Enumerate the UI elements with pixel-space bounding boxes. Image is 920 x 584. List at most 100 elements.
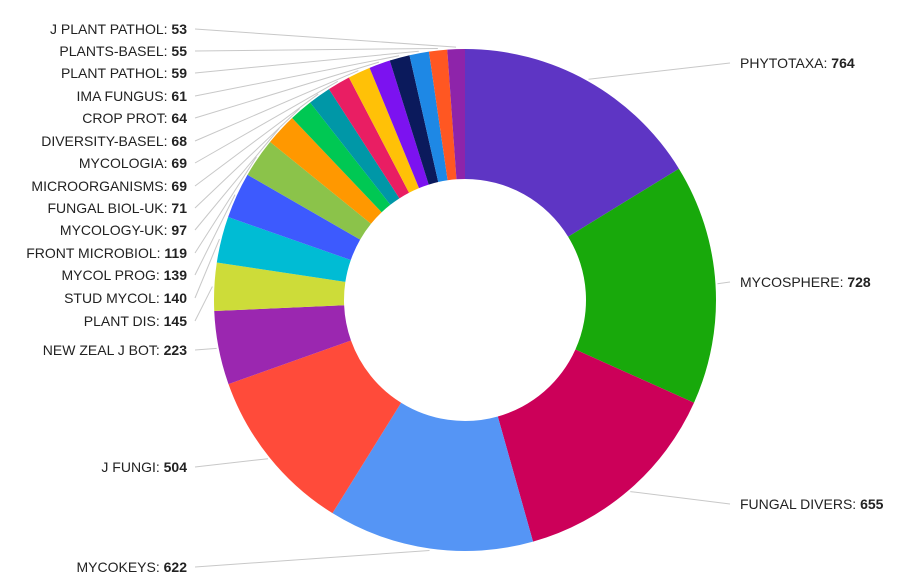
data-label-name: FRONT MICROBIOL: <box>26 245 164 261</box>
leader-line-plant-pathol <box>194 50 419 74</box>
data-label-value: 139 <box>164 267 188 283</box>
slice-plants-basel[interactable] <box>428 49 457 181</box>
leader-line-fungal-divers <box>630 491 731 505</box>
data-label-name: MYCOLOGIA: <box>79 155 172 171</box>
slice-phytotaxa[interactable] <box>465 49 679 237</box>
data-label-plant-pathol: PLANT PATHOL: 59 <box>61 65 187 81</box>
data-label-mycologia: MYCOLOGIA: 69 <box>79 155 187 171</box>
leader-line-new-zeal-j-bot <box>194 347 217 351</box>
leader-line-mycologia <box>194 80 339 164</box>
leader-line-fungal-biol-uk <box>194 108 300 209</box>
data-label-value: 55 <box>171 43 187 59</box>
slice-crop-prot[interactable] <box>369 60 429 189</box>
leader-line-stud-mycol <box>194 238 220 299</box>
leader-line-mycology-uk <box>194 127 280 231</box>
slice-fungal-biol-uk[interactable] <box>292 102 391 213</box>
data-label-phytotaxa: PHYTOTAXA: 764 <box>740 55 855 71</box>
data-label-value: 223 <box>164 342 188 358</box>
leader-line-front-microbiol <box>194 156 257 254</box>
data-label-name: MICROORGANISMS: <box>31 178 171 194</box>
data-label-name: J FUNGI: <box>101 459 163 475</box>
data-label-plants-basel: PLANTS-BASEL: 55 <box>59 43 187 59</box>
slice-j-fungi[interactable] <box>228 340 402 514</box>
slice-j-plant-pathol[interactable] <box>447 49 465 180</box>
data-label-value: 61 <box>171 88 187 104</box>
data-label-name: MYCOKEYS: <box>77 559 164 575</box>
data-label-name: MYCOL PROG: <box>61 267 163 283</box>
data-label-name: IMA FUNGUS: <box>77 88 172 104</box>
data-label-mycology-uk: MYCOLOGY-UK: 97 <box>60 222 187 238</box>
slice-ima-fungus[interactable] <box>389 55 439 185</box>
data-label-name: PHYTOTAXA: <box>740 55 831 71</box>
data-label-plant-dis: PLANT DIS: 145 <box>84 313 187 329</box>
leader-line-microorganisms <box>194 93 319 187</box>
data-label-name: PLANT PATHOL: <box>61 65 171 81</box>
data-label-value: 71 <box>171 200 187 216</box>
slice-new-zeal-j-bot[interactable] <box>214 305 351 385</box>
leader-line-ima-fungus <box>194 55 400 97</box>
leader-line-diversity-basel <box>194 70 359 142</box>
data-label-value: 97 <box>171 222 187 238</box>
data-label-front-microbiol: FRONT MICROBIOL: 119 <box>26 245 187 261</box>
data-label-name: J PLANT PATHOL: <box>50 21 171 37</box>
leader-line-mycol-prog <box>194 194 236 276</box>
data-label-fungal-divers: FUNGAL DIVERS: 655 <box>740 496 884 512</box>
slice-mycologia[interactable] <box>328 77 410 199</box>
slice-mycosphere[interactable] <box>568 168 716 403</box>
leader-line-plants-basel <box>194 47 438 52</box>
data-label-value: 145 <box>164 313 188 329</box>
data-label-value: 59 <box>171 65 187 81</box>
leader-line-plant-dis <box>194 286 213 322</box>
slice-fungal-divers[interactable] <box>497 349 695 542</box>
leader-line-mycosphere <box>717 281 731 285</box>
data-label-value: 728 <box>847 274 871 290</box>
data-label-value: 69 <box>171 155 187 171</box>
data-label-fungal-biol-uk: FUNGAL BIOL-UK: 71 <box>47 200 187 216</box>
data-label-value: 119 <box>164 245 187 261</box>
data-label-new-zeal-j-bot: NEW ZEAL J BOT: 223 <box>43 342 187 358</box>
data-label-j-plant-pathol: J PLANT PATHOL: 53 <box>50 21 187 37</box>
slice-microorganisms[interactable] <box>310 89 400 205</box>
data-label-name: PLANTS-BASEL: <box>59 43 171 59</box>
data-label-stud-mycol: STUD MYCOL: 140 <box>64 290 187 306</box>
data-label-name: MYCOLOGY-UK: <box>60 222 172 238</box>
data-label-value: 655 <box>860 496 884 512</box>
data-label-j-fungi: J FUNGI: 504 <box>101 459 187 475</box>
data-label-value: 68 <box>171 133 187 149</box>
data-label-name: MYCOSPHERE: <box>740 274 847 290</box>
data-label-name: FUNGAL DIVERS: <box>740 496 860 512</box>
data-label-mycosphere: MYCOSPHERE: 728 <box>740 274 871 290</box>
slice-plant-pathol[interactable] <box>409 51 448 182</box>
data-label-value: 53 <box>171 21 187 37</box>
data-label-name: FUNGAL BIOL-UK: <box>47 200 171 216</box>
leader-line-j-fungi <box>194 458 269 468</box>
data-label-value: 140 <box>164 290 188 306</box>
data-label-name: NEW ZEAL J BOT: <box>43 342 164 358</box>
slice-plant-dis[interactable] <box>214 262 346 311</box>
slice-stud-mycol[interactable] <box>216 217 351 282</box>
data-label-microorganisms: MICROORGANISMS: 69 <box>31 178 187 194</box>
data-label-value: 764 <box>831 55 855 71</box>
slice-mycol-prog[interactable] <box>228 174 361 261</box>
data-label-name: STUD MYCOL: <box>64 290 164 306</box>
data-label-name: DIVERSITY-BASEL: <box>41 133 171 149</box>
slice-diversity-basel[interactable] <box>348 67 420 193</box>
slice-mycology-uk[interactable] <box>270 118 382 224</box>
leader-line-phytotaxa <box>588 62 731 80</box>
data-label-ima-fungus: IMA FUNGUS: 61 <box>77 88 188 104</box>
data-label-name: PLANT DIS: <box>84 313 164 329</box>
data-label-value: 69 <box>171 178 187 194</box>
data-label-mycol-prog: MYCOL PROG: 139 <box>61 267 187 283</box>
leader-line-j-plant-pathol <box>194 28 457 48</box>
leader-line-crop-prot <box>194 61 380 119</box>
slice-mycokeys[interactable] <box>332 402 534 551</box>
data-label-name: CROP PROT: <box>82 110 171 126</box>
leader-line-mycokeys <box>194 549 430 568</box>
data-label-value: 64 <box>171 110 187 126</box>
data-label-value: 504 <box>164 459 188 475</box>
data-label-value: 622 <box>164 559 188 575</box>
slice-front-microbiol[interactable] <box>247 141 372 240</box>
data-label-crop-prot: CROP PROT: 64 <box>82 110 187 126</box>
